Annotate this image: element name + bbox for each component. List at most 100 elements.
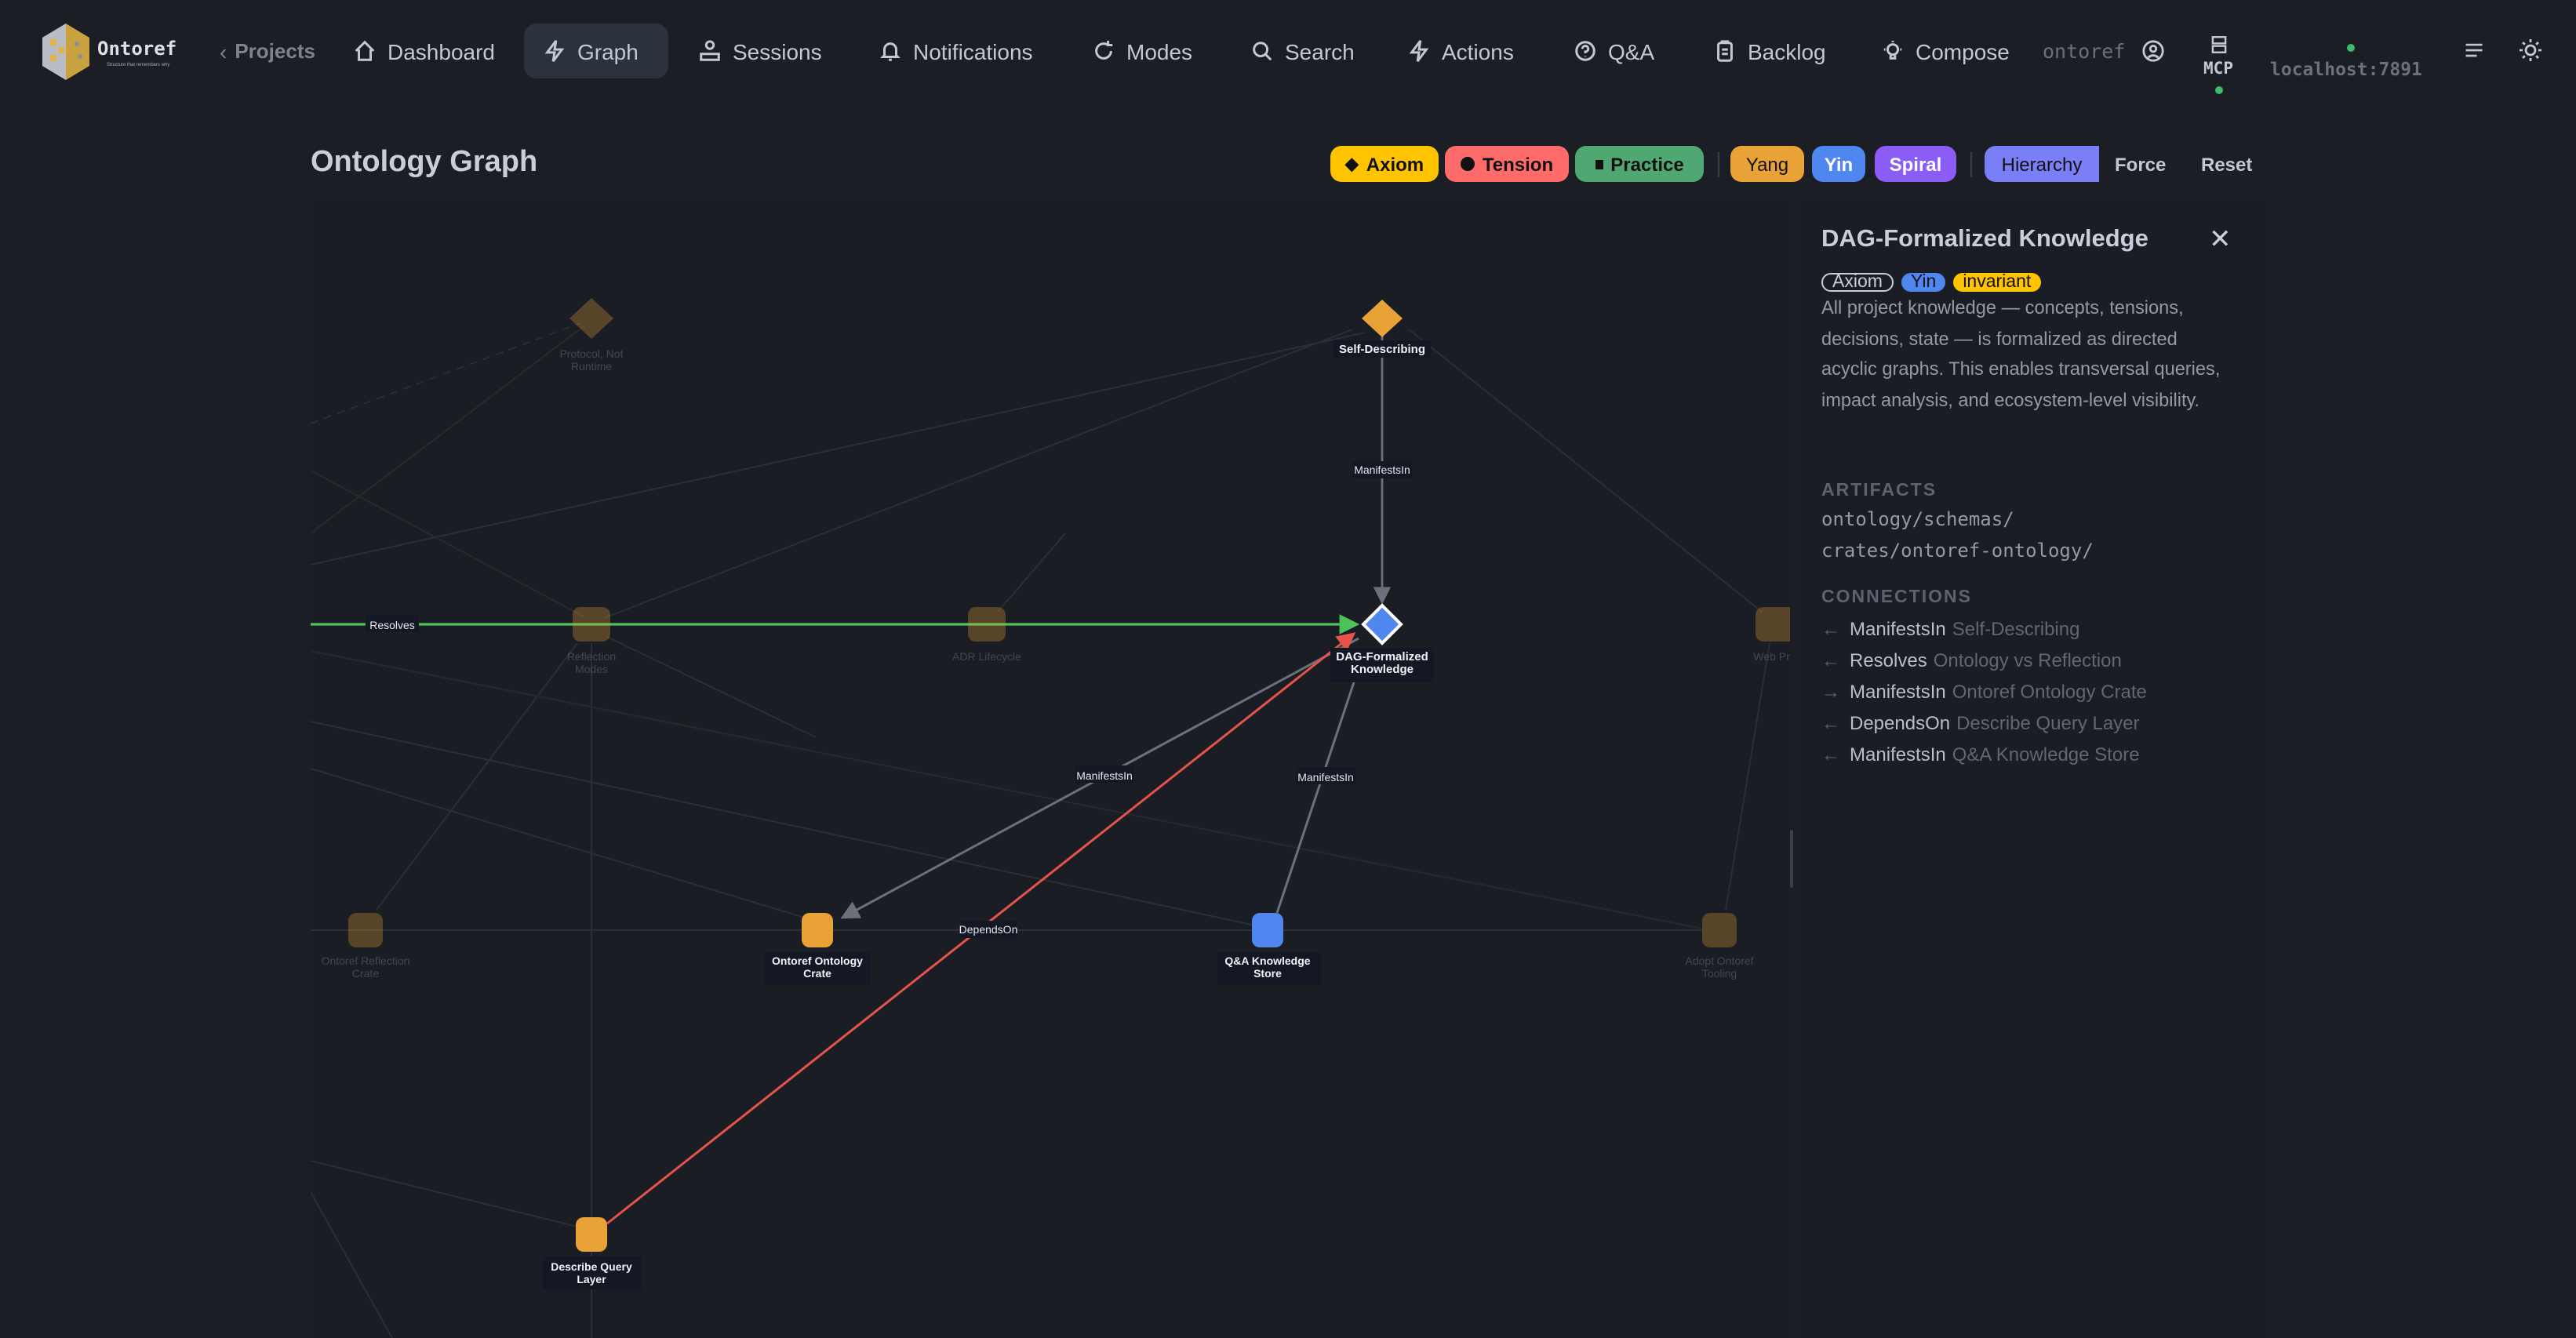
brand-logo[interactable]: Ontoref Structure that remembers why bbox=[38, 22, 195, 82]
artifact-item[interactable]: ontology/schemas/ bbox=[1821, 508, 2014, 530]
nav-label: Search bbox=[1285, 38, 1355, 64]
faded-edges bbox=[311, 322, 1770, 1338]
back-to-projects-link[interactable]: ‹ Projects bbox=[213, 24, 322, 78]
filter-yin[interactable]: Yin bbox=[1812, 146, 1865, 182]
svg-text:Resolves: Resolves bbox=[369, 619, 415, 631]
svg-text:ManifestsIn: ManifestsIn bbox=[1297, 771, 1354, 784]
connection-target: Q&A Knowledge Store bbox=[1952, 744, 2140, 765]
faded-edge bbox=[311, 721, 1256, 926]
nav-modes[interactable]: Modes bbox=[1073, 24, 1211, 78]
faded-edge bbox=[997, 533, 1066, 613]
node-ontoref-ontology-crate[interactable]: Ontoref Ontology Crate bbox=[764, 913, 871, 985]
mcp-label: MCP bbox=[2203, 60, 2233, 78]
nav-notifications[interactable]: Notifications bbox=[860, 24, 1052, 78]
arrow-left-icon: ← bbox=[1821, 744, 1840, 765]
chip-label: Yang bbox=[1745, 153, 1789, 175]
faded-edge bbox=[311, 768, 806, 918]
brand-name: Ontoref bbox=[97, 38, 177, 60]
node-qa-knowledge-store[interactable]: Q&A Knowledge Store bbox=[1217, 913, 1321, 985]
panel-scrollbar[interactable] bbox=[1790, 830, 1793, 888]
connection-item[interactable]: ← ManifestsIn Q&A Knowledge Store bbox=[1821, 744, 2140, 765]
chip-label: Spiral bbox=[1889, 153, 1942, 175]
circle-icon bbox=[1460, 157, 1475, 171]
connection-relation: DependsOn bbox=[1850, 712, 1951, 734]
graph-svg[interactable]: Resolves ManifestsIn ManifestsIn Manifes… bbox=[311, 201, 1790, 1338]
nav-label: Compose bbox=[1916, 38, 2010, 64]
user-icon[interactable] bbox=[2141, 39, 2165, 63]
arrow-left-icon: ← bbox=[1821, 618, 1840, 640]
pole-badge: Yin bbox=[1901, 273, 1946, 292]
connection-target: Self-Describing bbox=[1952, 618, 2080, 640]
chip-label: Tension bbox=[1482, 153, 1554, 175]
node-dag-formalized-knowledge[interactable]: DAG-Formalized Knowledge bbox=[1330, 603, 1434, 682]
graph-canvas[interactable]: Resolves ManifestsIn ManifestsIn Manifes… bbox=[311, 201, 1790, 1338]
node-reflection-crate[interactable]: Ontoref Reflection Crate bbox=[322, 913, 410, 980]
connection-relation: ManifestsIn bbox=[1850, 744, 1946, 765]
svg-text:Self-Describing: Self-Describing bbox=[1339, 343, 1425, 356]
nav-search[interactable]: Search bbox=[1232, 24, 1374, 78]
faded-edge bbox=[1725, 642, 1770, 911]
node-describe-query-layer[interactable]: Describe Query Layer bbox=[543, 1217, 642, 1289]
filter-axiom[interactable]: ◆ Axiom bbox=[1330, 146, 1439, 182]
theme-toggle-sun-icon[interactable] bbox=[2518, 38, 2543, 63]
connection-relation: ManifestsIn bbox=[1850, 618, 1946, 640]
node-adopt-tooling[interactable]: Adopt Ontoref Tooling bbox=[1685, 913, 1754, 980]
clipboard-icon bbox=[1717, 40, 1733, 62]
layout-force-button[interactable]: Force bbox=[2115, 153, 2167, 175]
artifact-item[interactable]: crates/ontoref-ontology/ bbox=[1821, 540, 2094, 562]
diamond-shape bbox=[569, 298, 613, 339]
nav-actions[interactable]: Actions bbox=[1388, 24, 1533, 78]
connection-relation: ManifestsIn bbox=[1850, 681, 1946, 703]
connection-target: Describe Query Layer bbox=[1956, 712, 2140, 734]
edge-manifests-qa[interactable] bbox=[1275, 661, 1364, 914]
connection-relation: Resolves bbox=[1850, 649, 1927, 671]
mcp-status[interactable]: MCP bbox=[2196, 35, 2240, 110]
layout-hierarchy-button[interactable]: Hierarchy bbox=[1985, 146, 2099, 182]
filter-yang[interactable]: Yang bbox=[1730, 146, 1804, 182]
refresh-icon bbox=[1095, 40, 1113, 60]
kind-badge: Axiom bbox=[1821, 273, 1894, 292]
node-protocol-not-runtime[interactable]: Protocol, Not Runtime bbox=[560, 298, 624, 373]
filter-practice[interactable]: Practice bbox=[1575, 146, 1704, 182]
filter-spiral[interactable]: Spiral bbox=[1875, 146, 1956, 182]
node-reflection-modes[interactable]: Reflection Modes bbox=[567, 607, 616, 675]
connection-item[interactable]: ← DependsOn Describe Query Layer bbox=[1821, 712, 2140, 734]
connection-item[interactable]: → ManifestsIn Ontoref Ontology Crate bbox=[1821, 681, 2147, 703]
faded-edge bbox=[311, 1191, 393, 1338]
connection-item[interactable]: ← ManifestsIn Self-Describing bbox=[1821, 618, 2079, 640]
level-badge: invariant bbox=[1953, 273, 2041, 292]
project-name: ontoref bbox=[2043, 39, 2126, 63]
top-nav: Ontoref Structure that remembers why ‹ P… bbox=[0, 0, 2576, 104]
nav-compose[interactable]: Compose bbox=[1862, 24, 2028, 78]
nav-graph[interactable]: Graph bbox=[524, 24, 668, 78]
nav-qa[interactable]: Q&A bbox=[1555, 24, 1673, 78]
filter-tension[interactable]: Tension bbox=[1445, 146, 1569, 182]
reset-button[interactable]: Reset bbox=[2201, 153, 2253, 175]
connection-item[interactable]: ← Resolves Ontology vs Reflection bbox=[1821, 649, 2122, 671]
connections-heading: CONNECTIONS bbox=[1821, 588, 1972, 607]
close-icon[interactable]: ✕ bbox=[2209, 224, 2232, 254]
faded-edge bbox=[311, 1160, 578, 1227]
nav-dashboard[interactable]: Dashboard bbox=[334, 24, 514, 78]
connection-target: Ontology vs Reflection bbox=[1933, 649, 2122, 671]
detail-badges: Axiom Yin invariant bbox=[1821, 273, 2041, 292]
node-self-describing[interactable]: Self-Describing bbox=[1333, 300, 1431, 358]
node-adr-lifecycle[interactable]: ADR Lifecycle bbox=[952, 607, 1021, 663]
nav-label: Modes bbox=[1126, 38, 1193, 64]
square-icon bbox=[1595, 159, 1603, 169]
node-web-pres[interactable]: Web Pres bbox=[1753, 607, 1790, 663]
nav-label: Dashboard bbox=[387, 38, 495, 64]
menu-icon[interactable] bbox=[2463, 39, 2485, 61]
nav-sessions[interactable]: Sessions bbox=[679, 24, 841, 78]
nav-backlog[interactable]: Backlog bbox=[1694, 24, 1845, 78]
bell-icon bbox=[880, 42, 901, 61]
arrow-left-icon: ← bbox=[1821, 712, 1840, 734]
arrow-right-icon: → bbox=[1821, 681, 1840, 703]
svg-text:ADR Lifecycle: ADR Lifecycle bbox=[952, 650, 1021, 663]
divider bbox=[1718, 152, 1719, 177]
faded-edge bbox=[1408, 329, 1763, 613]
faded-edge bbox=[311, 470, 584, 617]
